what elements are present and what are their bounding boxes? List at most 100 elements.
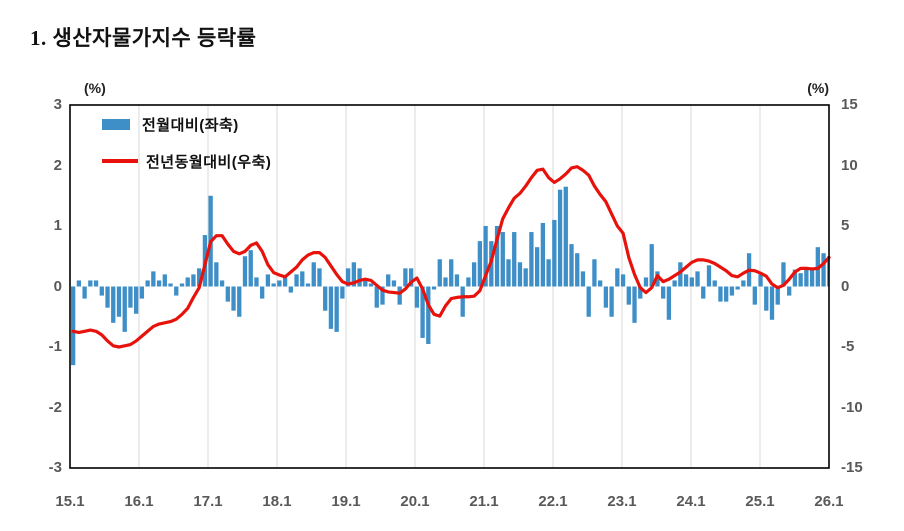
mom-bar bbox=[689, 277, 694, 287]
mom-bar bbox=[781, 262, 786, 287]
mom-bar bbox=[145, 280, 150, 287]
mom-bar bbox=[168, 283, 173, 287]
mom-bar bbox=[552, 219, 557, 287]
mom-bar bbox=[242, 256, 248, 287]
x-axis-tick-label: 20.1 bbox=[400, 493, 430, 510]
x-axis-tick-label: 18.1 bbox=[262, 493, 292, 510]
y-axis-right-tick-label: 15 bbox=[841, 96, 858, 113]
mom-bar bbox=[500, 232, 505, 287]
mom-bar bbox=[569, 244, 574, 287]
mom-bar bbox=[661, 286, 666, 299]
mom-bar bbox=[494, 226, 500, 287]
x-axis-tick-label: 15.1 bbox=[55, 493, 85, 510]
mom-bar bbox=[248, 250, 253, 287]
mom-bar bbox=[678, 262, 683, 287]
y-axis-left-tick-label: -2 bbox=[48, 398, 62, 416]
mom-bar bbox=[609, 286, 614, 317]
mom-bar bbox=[512, 232, 517, 287]
mom-bar bbox=[443, 277, 448, 287]
mom-bar bbox=[179, 283, 185, 287]
y-axis-right-tick-label: 10 bbox=[841, 156, 858, 174]
mom-bar bbox=[821, 253, 826, 287]
mom-bar bbox=[162, 274, 167, 287]
y-axis-right-tick-label: 5 bbox=[841, 217, 850, 234]
x-axis-tick-label: 23.1 bbox=[607, 493, 637, 510]
legend-bar-label: 전월대비(좌축) bbox=[142, 116, 239, 134]
mom-bar bbox=[414, 286, 419, 308]
mom-bar bbox=[735, 286, 740, 290]
mom-bar bbox=[374, 286, 379, 308]
mom-bar bbox=[649, 244, 654, 287]
mom-bar bbox=[191, 274, 196, 287]
mom-bar bbox=[718, 286, 723, 302]
mom-bar bbox=[282, 277, 288, 287]
mom-bar bbox=[575, 253, 580, 287]
mom-bar bbox=[122, 286, 127, 332]
mom-bar bbox=[701, 286, 706, 299]
x-axis-tick-label: 19.1 bbox=[331, 493, 361, 510]
mom-bar bbox=[592, 259, 597, 287]
mom-bar bbox=[758, 274, 763, 287]
yoy-line bbox=[71, 165, 831, 349]
y-axis-right-tick-label: -5 bbox=[841, 338, 855, 355]
y-axis-left-tick-label: -1 bbox=[48, 338, 62, 355]
mom-bar bbox=[151, 271, 156, 287]
mom-bar bbox=[603, 286, 609, 308]
mom-bar bbox=[712, 280, 717, 287]
y-axis-right-tick-label: 0 bbox=[841, 277, 850, 295]
mom-bar bbox=[523, 268, 528, 287]
mom-bar bbox=[586, 286, 591, 317]
mom-bar bbox=[598, 280, 603, 287]
x-axis-tick-label: 17.1 bbox=[193, 493, 223, 510]
mom-bar bbox=[368, 283, 374, 287]
mom-bar bbox=[426, 286, 431, 344]
y-axis-left-tick-label: -3 bbox=[48, 459, 62, 476]
mom-bar bbox=[683, 274, 689, 287]
mom-bar bbox=[431, 286, 437, 290]
mom-bar bbox=[214, 262, 219, 287]
mom-bar bbox=[809, 268, 815, 287]
mom-bar bbox=[305, 283, 311, 287]
mom-bar bbox=[638, 286, 643, 299]
mom-bar bbox=[265, 274, 271, 287]
legend: 전월대비(좌축) 전년동월대비(우축) bbox=[102, 112, 271, 186]
mom-bar bbox=[334, 286, 339, 332]
mom-bar bbox=[540, 222, 546, 287]
mom-bar bbox=[88, 280, 93, 287]
mom-bar bbox=[615, 268, 620, 287]
mom-bar bbox=[706, 265, 712, 287]
mom-bar bbox=[277, 280, 282, 287]
x-axis-tick-label: 24.1 bbox=[676, 493, 706, 510]
mom-bar bbox=[620, 274, 626, 287]
mom-bar bbox=[288, 286, 293, 293]
x-axis-tick-label: 21.1 bbox=[469, 493, 499, 510]
mom-bar bbox=[632, 286, 637, 323]
mom-bar bbox=[139, 286, 145, 299]
mom-bar bbox=[517, 262, 523, 287]
legend-item-line: 전년동월대비(우축) bbox=[102, 149, 271, 173]
mom-bar bbox=[380, 286, 385, 305]
mom-bar bbox=[311, 262, 316, 287]
mom-bar bbox=[231, 286, 236, 311]
mom-bar bbox=[357, 268, 362, 287]
mom-bar bbox=[741, 280, 746, 287]
mom-bar bbox=[71, 286, 76, 366]
mom-bar bbox=[437, 259, 442, 287]
mom-bar bbox=[827, 256, 829, 287]
mom-bar bbox=[471, 262, 477, 287]
mom-bar bbox=[506, 259, 511, 287]
legend-item-bar: 전월대비(좌축) bbox=[102, 112, 271, 136]
mom-bar bbox=[225, 286, 230, 302]
mom-bar bbox=[105, 286, 110, 308]
y-axis-left-tick-label: 0 bbox=[53, 277, 62, 295]
mom-bar bbox=[403, 268, 408, 287]
plot-border bbox=[69, 104, 830, 469]
mom-bar bbox=[111, 286, 116, 323]
left-axis-unit-label: (%) bbox=[84, 80, 106, 96]
mom-bar bbox=[798, 273, 803, 287]
mom-bar bbox=[76, 280, 82, 287]
mom-bar bbox=[391, 280, 397, 287]
mom-bar bbox=[219, 280, 225, 287]
mom-bar bbox=[764, 286, 769, 311]
